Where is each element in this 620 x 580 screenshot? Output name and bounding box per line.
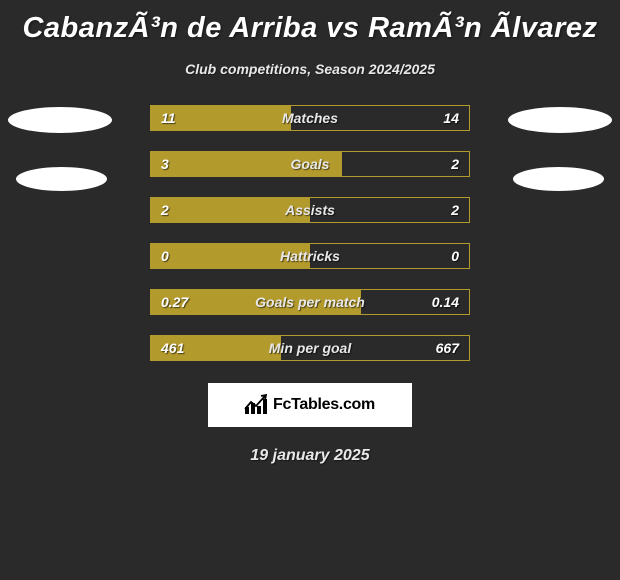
stat-label: Hattricks	[280, 248, 340, 264]
subtitle: Club competitions, Season 2024/2025	[185, 61, 435, 77]
stat-value-right: 2	[451, 202, 459, 218]
logo-text: FcTables.com	[273, 396, 375, 414]
stat-bar: 2 2 Assists	[150, 197, 470, 223]
stat-bar: 11 14 Matches	[150, 105, 470, 131]
page-title: CabanzÃ³n de Arriba vs RamÃ³n Ãlvarez	[22, 12, 597, 45]
left-photo-col	[8, 107, 112, 191]
stat-label: Matches	[282, 110, 338, 126]
stat-label: Goals per match	[255, 294, 365, 310]
stat-value-left: 2	[161, 202, 169, 218]
stat-value-right: 0.14	[432, 294, 459, 310]
stat-fill-right	[342, 152, 469, 176]
stat-label: Min per goal	[269, 340, 351, 356]
stat-bar: 0.27 0.14 Goals per match	[150, 289, 470, 315]
right-photo-col	[508, 107, 612, 191]
club-logo-placeholder	[513, 167, 604, 191]
stat-value-right: 2	[451, 156, 459, 172]
bar-chart-icon	[245, 396, 267, 414]
club-logo-placeholder	[16, 167, 107, 191]
comparison-card: CabanzÃ³n de Arriba vs RamÃ³n Ãlvarez Cl…	[0, 0, 620, 475]
player-photo-placeholder	[508, 107, 612, 133]
stat-bar: 3 2 Goals	[150, 151, 470, 177]
stat-value-right: 0	[451, 248, 459, 264]
stat-value-right: 667	[436, 340, 459, 356]
stats-bars: 11 14 Matches 3 2 Goals 2 2 Assists 0 0 Hattricks 0.…	[132, 105, 488, 361]
stat-bar: 461 667 Min per goal	[150, 335, 470, 361]
stat-value-left: 0	[161, 248, 169, 264]
stat-value-left: 0.27	[161, 294, 188, 310]
stat-label: Goals	[291, 156, 330, 172]
stat-value-left: 3	[161, 156, 169, 172]
date-label: 19 january 2025	[250, 447, 369, 465]
stat-label: Assists	[285, 202, 335, 218]
player-photo-placeholder	[8, 107, 112, 133]
fctables-logo: FcTables.com	[208, 383, 412, 427]
stat-bar: 0 0 Hattricks	[150, 243, 470, 269]
stat-value-right: 14	[443, 110, 459, 126]
stat-value-left: 461	[161, 340, 184, 356]
stat-value-left: 11	[161, 110, 176, 126]
main-row: 11 14 Matches 3 2 Goals 2 2 Assists 0 0 Hattricks 0.…	[0, 105, 620, 361]
